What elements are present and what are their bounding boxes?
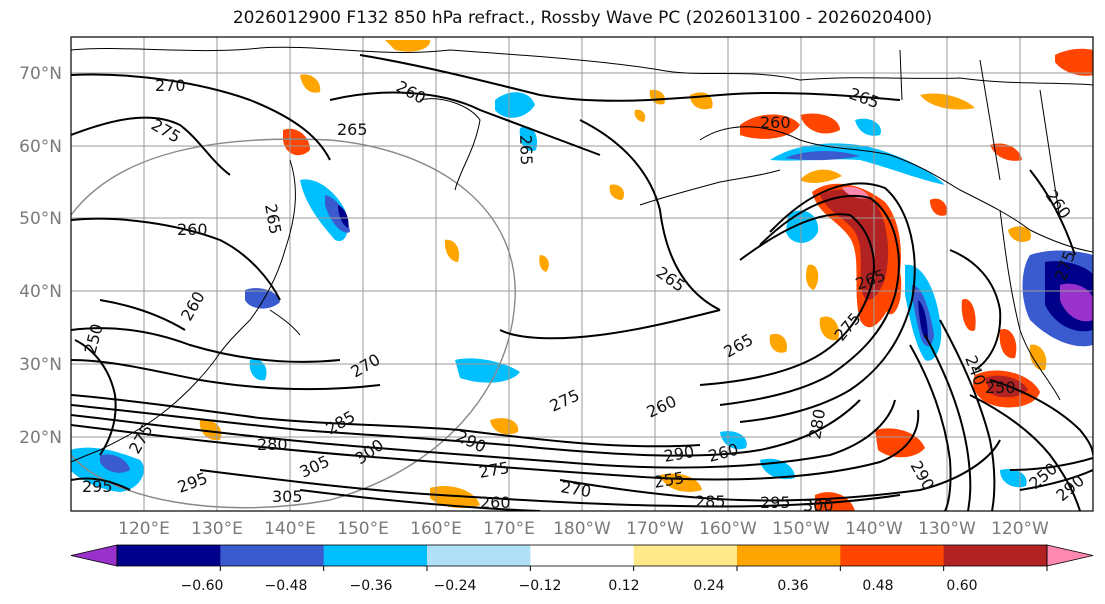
colorbar-tick-label: 0.24 (693, 578, 724, 594)
latitude-label: 30°N (19, 355, 62, 375)
contour-label: 260 (177, 220, 208, 239)
contour-label: 265 (516, 134, 536, 165)
colorbar-tick-label: 0.36 (777, 578, 808, 594)
colorbar (70, 544, 1094, 571)
contour-label: 305 (272, 487, 303, 506)
longitude-label: 120°W (991, 519, 1049, 539)
longitude-label: 150°W (772, 519, 830, 539)
colorbar-tick-label: 0.60 (946, 578, 977, 594)
longitude-label: 150°E (337, 519, 389, 539)
longitude-label: 170°W (626, 519, 684, 539)
colorbar-extend-max (1046, 544, 1094, 567)
reference-circle (71, 138, 516, 509)
colorbar-tick-label: −0.48 (265, 578, 308, 594)
longitude-label: 170°E (483, 519, 535, 539)
colorbar-ticks: −0.60 −0.48 −0.36 −0.24 −0.12 0.12 0.24 … (181, 578, 978, 594)
longitude-label: 120°E (118, 519, 170, 539)
colorbar-tick-label: −0.24 (434, 578, 477, 594)
map-gridlines (71, 37, 1093, 511)
contour-label: 260 (760, 113, 791, 132)
colorbar-frame (116, 544, 1048, 567)
colorbar-tick-label: 0.48 (862, 578, 893, 594)
longitude-label: 160°W (699, 519, 757, 539)
longitude-label: 180°W (553, 519, 611, 539)
contour-label: 295 (760, 493, 791, 512)
contour-label: 265 (337, 120, 368, 139)
latitude-label: 50°N (19, 209, 62, 229)
latitude-label: 40°N (19, 282, 62, 302)
contour-label: 260 (480, 493, 511, 512)
colorbar-segment (427, 545, 531, 566)
longitude-label: 130°E (191, 519, 243, 539)
latitude-label: 70°N (19, 64, 62, 84)
colorbar-segment (737, 545, 841, 566)
contour-label: 250 (985, 378, 1016, 397)
colorbar-segment (117, 545, 221, 566)
colorbar-extend-min (70, 544, 118, 567)
map-title: 2026012900 F132 850 hPa refract., Rossby… (232, 8, 933, 28)
colorbar-segment (323, 545, 428, 566)
contour-label: 285 (695, 492, 726, 511)
colorbar-tick-label: 0.12 (608, 578, 639, 594)
colorbar-segment (220, 545, 325, 566)
latitude-label: 20°N (19, 428, 62, 448)
colorbar-segment (943, 545, 1048, 566)
contour-label: 300 (803, 496, 834, 515)
colorbar-tick-label: −0.36 (350, 578, 393, 594)
latitude-labels: 70°N 60°N 50°N 40°N 30°N 20°N (19, 64, 62, 448)
longitude-label: 160°E (410, 519, 462, 539)
longitude-label: 130°W (918, 519, 976, 539)
contour-label: 295 (82, 477, 113, 496)
colorbar-segment (840, 545, 945, 566)
refractivity-contours (71, 54, 1093, 511)
longitude-label: 140°E (264, 519, 316, 539)
colorbar-tick-label: −0.60 (181, 578, 224, 594)
colorbar-tick-label: −0.12 (519, 578, 562, 594)
colorbar-segment (530, 545, 635, 566)
longitude-label: 140°W (845, 519, 903, 539)
map-frame (70, 36, 1094, 512)
latitude-label: 60°N (19, 137, 62, 157)
contour-label: 270 (155, 76, 186, 95)
contour-label: 280 (257, 435, 288, 454)
colorbar-segment (633, 545, 738, 566)
longitude-labels: 120°E 130°E 140°E 150°E 160°E 170°E 180°… (118, 519, 1049, 539)
